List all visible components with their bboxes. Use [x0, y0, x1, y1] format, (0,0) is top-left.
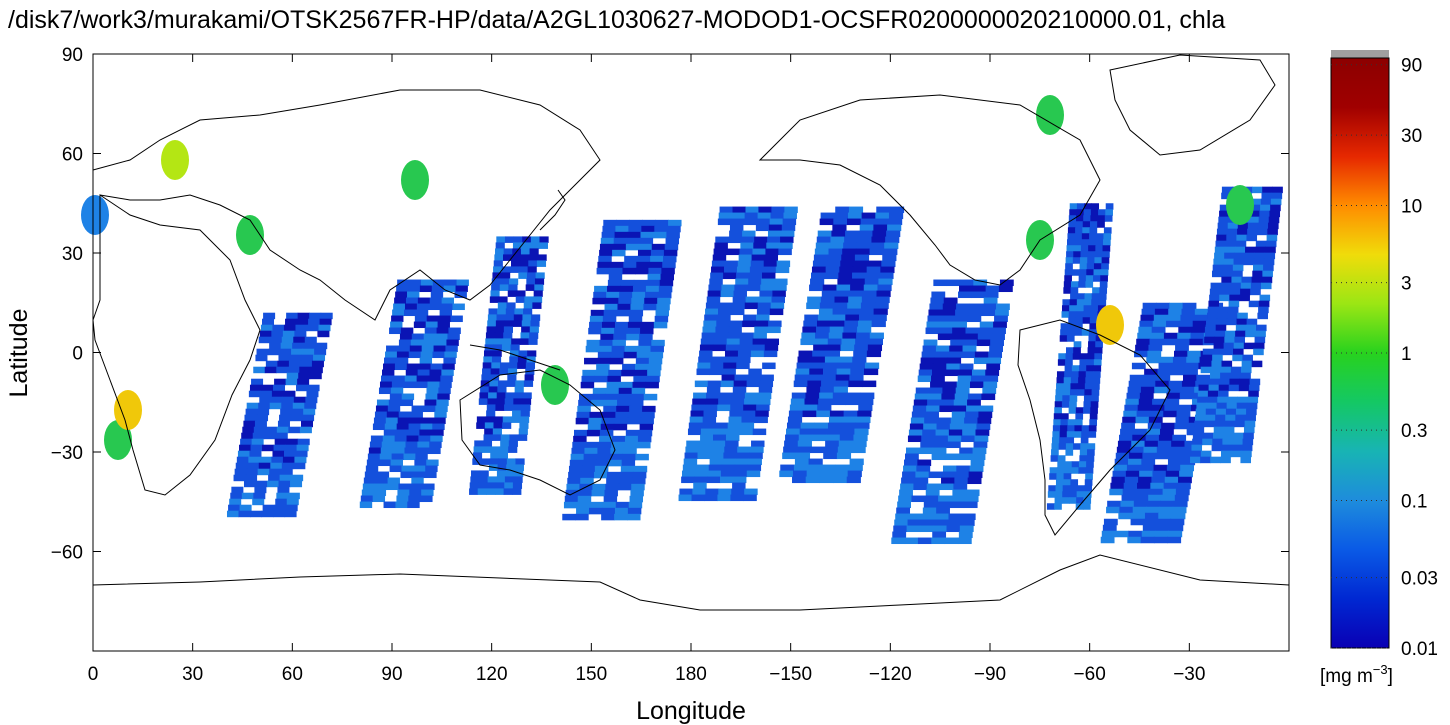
- coastline-africa: [92, 194, 261, 496]
- colorbar-ticks: 90 30 10 3 1 0.3 0.1 0.03 0.01: [1331, 56, 1438, 660]
- y-tick-label: −60: [51, 543, 83, 564]
- x-tick-label: 120: [476, 664, 508, 685]
- colorbar-tick-label: 0.01: [1401, 639, 1438, 660]
- x-tick-label: −150: [769, 664, 812, 685]
- y-tick-label: 30: [62, 244, 83, 265]
- plot-title: /disk7/work3/murakami/OTSK2567FR-HP/data…: [8, 6, 1226, 34]
- colorbar-tick-label: 0.03: [1401, 569, 1438, 590]
- colorbar: [1330, 57, 1390, 649]
- coastline-south-america: [1017, 319, 1171, 536]
- swath: [891, 279, 1014, 545]
- colorbar-tick-label: 10: [1401, 197, 1422, 218]
- coastline-australia: [459, 369, 616, 496]
- x-axis-ticks: 0 30 60 90 120 150 180 −150 −120 −90 −60 −30: [88, 54, 1205, 685]
- x-axis-title: Longitude: [636, 697, 746, 725]
- colorbar-tick-label: 1: [1401, 344, 1412, 365]
- coastal-chla-patch: [114, 390, 142, 430]
- y-tick-label: 0: [72, 344, 83, 365]
- colorbar-unit: [mg m−3]: [1320, 662, 1393, 687]
- y-tick-label: −30: [51, 443, 83, 464]
- coastline-north-america: [758, 94, 1101, 286]
- coastal-chla-patch: [236, 215, 264, 255]
- x-tick-label: 150: [575, 664, 607, 685]
- x-tick-label: 30: [182, 664, 203, 685]
- y-tick-label: 60: [62, 145, 83, 166]
- colorbar-tick-label: 0.3: [1401, 421, 1427, 442]
- coastal-chla-patch: [541, 365, 569, 405]
- y-axis-ticks: 90 60 30 0 −30 −60: [51, 45, 1289, 564]
- swath: [1100, 302, 1224, 544]
- y-axis-title: Latitude: [5, 309, 33, 398]
- colorbar-tick-label: 0.1: [1401, 492, 1427, 513]
- x-tick-label: 90: [381, 664, 402, 685]
- colorbar-tick-label: 90: [1401, 56, 1422, 77]
- coastal-chla-patch: [161, 140, 189, 180]
- swath: [779, 206, 905, 484]
- x-tick-label: −30: [1173, 664, 1205, 685]
- coastal-chla-patch: [104, 420, 132, 460]
- coastline-indonesia: [469, 344, 561, 371]
- swath: [678, 206, 798, 502]
- swath: [469, 236, 549, 495]
- coastal-chla-patch: [1226, 185, 1254, 225]
- swath: [1046, 203, 1114, 510]
- chlorophyll-swaths: [81, 95, 1283, 545]
- x-tick-label: 0: [88, 664, 99, 685]
- coastline-greenland: [1109, 54, 1276, 156]
- coastline-eurasia: [92, 89, 601, 321]
- coastline-japan: [539, 189, 566, 231]
- x-tick-label: −60: [1074, 664, 1106, 685]
- coastlines: [92, 54, 1290, 611]
- coastal-chla-patch: [81, 195, 109, 235]
- coastal-chla-patch: [1096, 305, 1124, 345]
- colorbar-tick-label: 30: [1401, 126, 1422, 147]
- x-tick-label: 180: [675, 664, 707, 685]
- swath: [562, 219, 682, 521]
- swath: [226, 312, 333, 518]
- colorbar-tick-label: 3: [1401, 274, 1412, 295]
- coastal-chla-patch: [1036, 95, 1064, 135]
- x-tick-label: 60: [282, 664, 303, 685]
- swath: [359, 279, 469, 509]
- x-tick-label: −90: [974, 664, 1006, 685]
- y-tick-label: 90: [62, 45, 83, 66]
- colorbar-over-cap: [1331, 50, 1389, 58]
- coastal-chla-patch: [401, 160, 429, 200]
- x-tick-label: −120: [869, 664, 912, 685]
- coastline-antarctica: [92, 554, 1290, 611]
